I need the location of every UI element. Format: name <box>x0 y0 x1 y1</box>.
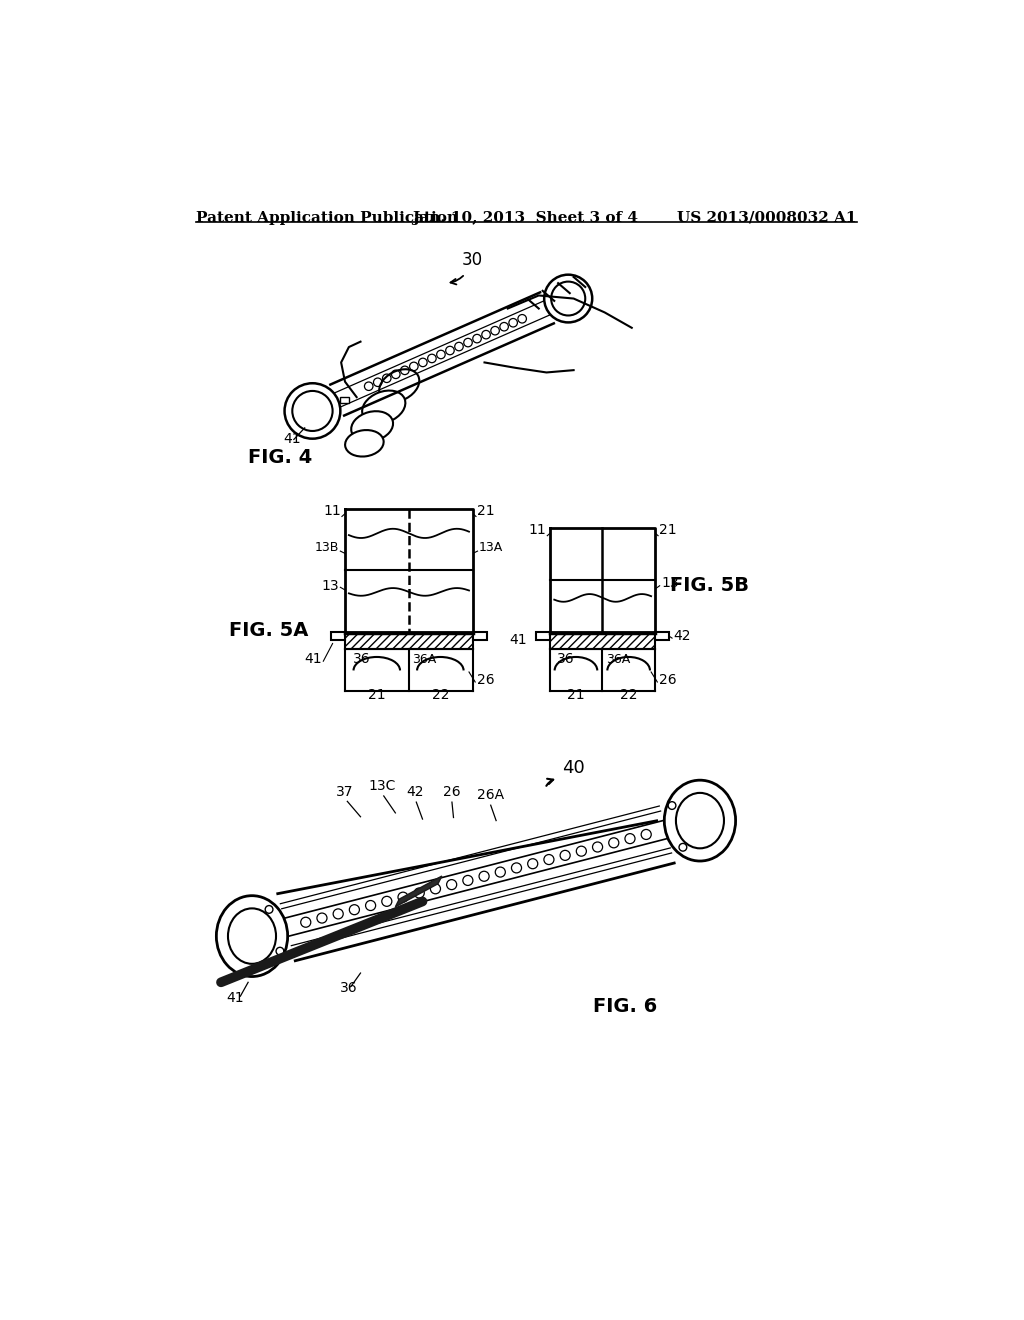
Ellipse shape <box>292 391 333 430</box>
Text: 26A: 26A <box>477 788 504 803</box>
Text: 26: 26 <box>658 673 677 686</box>
Text: US 2013/0008032 A1: US 2013/0008032 A1 <box>677 211 856 224</box>
Text: 36: 36 <box>352 652 371 665</box>
Text: 37: 37 <box>336 785 353 799</box>
Text: 41: 41 <box>510 634 527 647</box>
Bar <box>345 508 473 632</box>
Ellipse shape <box>551 281 586 315</box>
Polygon shape <box>465 297 601 370</box>
Text: 26: 26 <box>477 673 495 686</box>
Text: Patent Application Publication: Patent Application Publication <box>197 211 458 224</box>
Text: 11: 11 <box>528 523 547 537</box>
Text: 13B: 13B <box>314 541 339 554</box>
Text: 42: 42 <box>406 785 424 799</box>
Text: FIG. 4: FIG. 4 <box>248 447 312 466</box>
Bar <box>340 397 349 403</box>
Bar <box>473 632 486 640</box>
Bar <box>331 632 345 640</box>
Ellipse shape <box>362 391 406 424</box>
Text: FIG. 6: FIG. 6 <box>593 997 657 1015</box>
Bar <box>550 634 655 649</box>
Polygon shape <box>395 876 442 907</box>
Text: 21: 21 <box>368 688 386 702</box>
Text: FIG. 5B: FIG. 5B <box>671 576 750 595</box>
Text: 22: 22 <box>620 688 637 702</box>
Text: FIG. 5A: FIG. 5A <box>228 620 308 640</box>
Bar <box>655 632 669 640</box>
Ellipse shape <box>544 275 592 322</box>
Text: 41: 41 <box>283 433 301 446</box>
Text: 41: 41 <box>304 652 322 665</box>
Text: 11: 11 <box>324 504 341 517</box>
Text: 21: 21 <box>567 688 585 702</box>
Bar <box>537 632 550 640</box>
Text: 30: 30 <box>461 251 482 269</box>
Text: 42: 42 <box>673 628 690 643</box>
Text: 21: 21 <box>477 504 495 517</box>
Text: 13C: 13C <box>369 779 396 793</box>
Text: 21: 21 <box>658 523 677 537</box>
Ellipse shape <box>351 412 393 441</box>
Text: 13: 13 <box>322 578 339 593</box>
Text: 36: 36 <box>557 652 574 665</box>
Text: 41: 41 <box>226 990 244 1005</box>
Polygon shape <box>278 821 674 961</box>
Text: 13A: 13A <box>479 541 504 554</box>
Text: 36A: 36A <box>606 653 631 665</box>
Text: 22: 22 <box>431 688 450 702</box>
Text: 36A: 36A <box>413 653 436 665</box>
Text: 13: 13 <box>662 577 679 590</box>
Ellipse shape <box>285 383 340 438</box>
Ellipse shape <box>216 896 288 977</box>
Text: 36: 36 <box>340 981 357 994</box>
Ellipse shape <box>379 370 419 401</box>
Text: 26: 26 <box>443 785 461 799</box>
Text: 40: 40 <box>562 759 585 777</box>
Ellipse shape <box>345 430 384 457</box>
Text: Jan. 10, 2013  Sheet 3 of 4: Jan. 10, 2013 Sheet 3 of 4 <box>412 211 638 224</box>
Ellipse shape <box>665 780 735 861</box>
Bar <box>345 634 473 649</box>
Bar <box>550 528 655 632</box>
Polygon shape <box>331 293 554 416</box>
